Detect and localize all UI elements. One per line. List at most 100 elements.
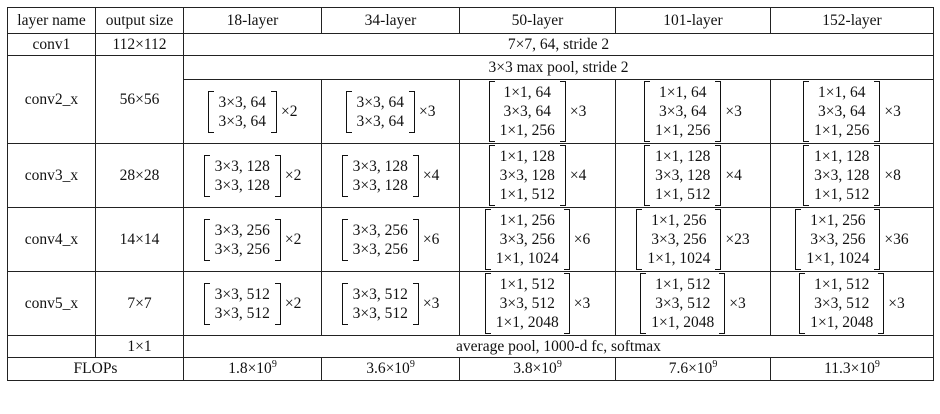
bracket-group: 3×3, 64 3×3, 64 ×2 [207, 90, 298, 133]
block-line: 1×1, 2048 [495, 314, 559, 331]
conv1-name: conv1 [7, 33, 96, 56]
conv4-name: conv4_x [7, 207, 96, 272]
bracket-group: 3×3, 128 3×3, 128 ×2 [203, 154, 301, 197]
flops-mantissa: 7.6×10 [668, 360, 713, 377]
flops-exponent: 9 [712, 358, 718, 370]
block-multiplier: ×6 [573, 230, 591, 248]
block-line: 3×3, 128 [814, 167, 870, 184]
block-line: 1×1, 64 [659, 84, 707, 101]
block-line: 3×3, 512 [352, 285, 408, 303]
block-multiplier: ×2 [281, 102, 298, 120]
block-multiplier: ×3 [573, 294, 591, 312]
block-line: 3×3, 256 [651, 231, 707, 248]
conv3-name: conv3_x [7, 143, 96, 208]
block-line: 1×1, 512 [814, 186, 870, 203]
block-line: 3×3, 128 [499, 167, 555, 184]
block-cell: 1×1, 128 3×3, 128 1×1, 512 ×8 [770, 143, 934, 208]
flops-row: FLOPs 1.8×109 3.6×109 3.8×109 7.6×109 11… [7, 357, 934, 381]
flops-mantissa: 3.8×10 [513, 360, 557, 377]
flops-34: 3.6×109 [321, 357, 460, 381]
final-output: 1×1 [95, 335, 184, 358]
architecture-table-container: layer name output size 18-layer 34-layer… [7, 7, 934, 381]
final-row: 1×1 average pool, 1000-d fc, softmax [7, 335, 934, 358]
block-line: 1×1, 512 [499, 276, 555, 293]
conv5-output: 7×7 [95, 271, 184, 336]
block-multiplier: ×3 [729, 294, 746, 312]
block-multiplier: ×3 [569, 102, 587, 120]
block-bracket: 3×3, 256 3×3, 256 [203, 218, 281, 261]
flops-label: FLOPs [7, 357, 184, 381]
block-bracket: 1×1, 512 3×3, 512 1×1, 2048 [799, 273, 885, 334]
block-line: 3×3, 256 [810, 231, 866, 248]
block-multiplier: ×4 [422, 166, 440, 184]
block-line: 1×1, 512 [655, 276, 711, 293]
block-line: 1×1, 1024 [647, 250, 711, 267]
block-line: 1×1, 64 [503, 84, 552, 101]
block-bracket: 1×1, 256 3×3, 256 1×1, 1024 [484, 209, 570, 270]
block-line: 1×1, 1024 [495, 250, 559, 267]
block-line: 3×3, 512 [214, 285, 270, 303]
block-line: 3×3, 64 [218, 112, 267, 130]
conv1-output: 112×112 [95, 33, 184, 56]
header-34-layer: 34-layer [321, 7, 460, 34]
header-layer-name: layer name [7, 7, 96, 34]
block-bracket: 3×3, 128 3×3, 128 [341, 154, 419, 197]
block-cell: 1×1, 64 3×3, 64 1×1, 256 ×3 [615, 79, 771, 144]
bracket-group: 1×1, 512 3×3, 512 1×1, 2048 ×3 [799, 273, 905, 334]
conv5-row: conv5_x 7×7 3×3, 512 3×3, 512 ×2 3×3, 512 3×… [7, 271, 934, 336]
architecture-table: layer name output size 18-layer 34-layer… [7, 7, 934, 381]
bracket-group: 1×1, 128 3×3, 128 1×1, 512 ×8 [803, 145, 901, 206]
block-cell: 1×1, 256 3×3, 256 1×1, 1024 ×36 [770, 207, 934, 272]
bracket-group: 3×3, 256 3×3, 256 ×6 [341, 218, 440, 261]
block-cell: 3×3, 64 3×3, 64 ×2 [183, 79, 322, 144]
conv3-output: 28×28 [95, 143, 184, 208]
block-multiplier: ×6 [422, 230, 440, 248]
bracket-group: 1×1, 256 3×3, 256 1×1, 1024 ×23 [636, 209, 750, 270]
block-multiplier: ×3 [888, 294, 905, 312]
block-multiplier: ×3 [422, 294, 440, 312]
block-line: 3×3, 128 [655, 167, 711, 184]
block-multiplier: ×23 [725, 230, 750, 248]
block-line: 3×3, 128 [352, 157, 408, 175]
block-line: 1×1, 256 [810, 212, 866, 229]
block-bracket: 1×1, 128 3×3, 128 1×1, 512 [488, 145, 566, 206]
conv1-desc: 7×7, 64, stride 2 [183, 33, 934, 56]
block-line: 1×1, 256 [655, 122, 711, 139]
pool-row: conv2_x 56×56 3×3 max pool, stride 2 [7, 55, 934, 144]
final-name-empty [7, 335, 96, 358]
block-line: 3×3, 128 [214, 157, 270, 175]
flops-exponent: 9 [556, 358, 562, 370]
block-cell: 1×1, 512 3×3, 512 1×1, 2048 ×3 [459, 271, 616, 336]
header-18-layer: 18-layer [183, 7, 322, 34]
bracket-group: 3×3, 512 3×3, 512 ×2 [203, 282, 301, 325]
header-101-layer: 101-layer [615, 7, 771, 34]
block-line: 3×3, 128 [352, 176, 408, 194]
block-line: 3×3, 64 [356, 93, 405, 111]
flops-exponent: 9 [409, 358, 415, 370]
header-50-layer: 50-layer [459, 7, 616, 34]
block-cell: 3×3, 256 3×3, 256 ×6 [321, 207, 460, 272]
block-line: 1×1, 2048 [810, 314, 874, 331]
conv3-row: conv3_x 28×28 3×3, 128 3×3, 128 ×2 3×3, 128… [7, 143, 934, 208]
block-cell: 3×3, 512 3×3, 512 ×3 [321, 271, 460, 336]
block-multiplier: ×36 [884, 230, 909, 248]
block-multiplier: ×8 [884, 166, 901, 184]
block-line: 3×3, 256 [499, 231, 555, 248]
header-row: layer name output size 18-layer 34-layer… [7, 7, 934, 34]
block-line: 1×1, 256 [814, 122, 870, 139]
block-multiplier: ×4 [725, 166, 742, 184]
block-line: 1×1, 512 [655, 186, 711, 203]
block-bracket: 1×1, 128 3×3, 128 1×1, 512 [644, 145, 722, 206]
bracket-group: 3×3, 512 3×3, 512 ×3 [341, 282, 440, 325]
header-152-layer: 152-layer [770, 7, 934, 34]
block-bracket: 1×1, 64 3×3, 64 1×1, 256 [644, 81, 722, 142]
bracket-group: 3×3, 64 3×3, 64 ×3 [345, 90, 436, 133]
conv2-name: conv2_x [7, 55, 96, 144]
block-bracket: 1×1, 512 3×3, 512 1×1, 2048 [484, 273, 570, 334]
block-cell: 3×3, 128 3×3, 128 ×2 [183, 143, 322, 208]
block-bracket: 3×3, 512 3×3, 512 [341, 282, 419, 325]
block-bracket: 1×1, 64 3×3, 64 1×1, 256 [803, 81, 881, 142]
block-multiplier: ×3 [725, 102, 742, 120]
block-line: 1×1, 2048 [651, 314, 715, 331]
bracket-group: 1×1, 64 3×3, 64 1×1, 256 ×3 [803, 81, 901, 142]
